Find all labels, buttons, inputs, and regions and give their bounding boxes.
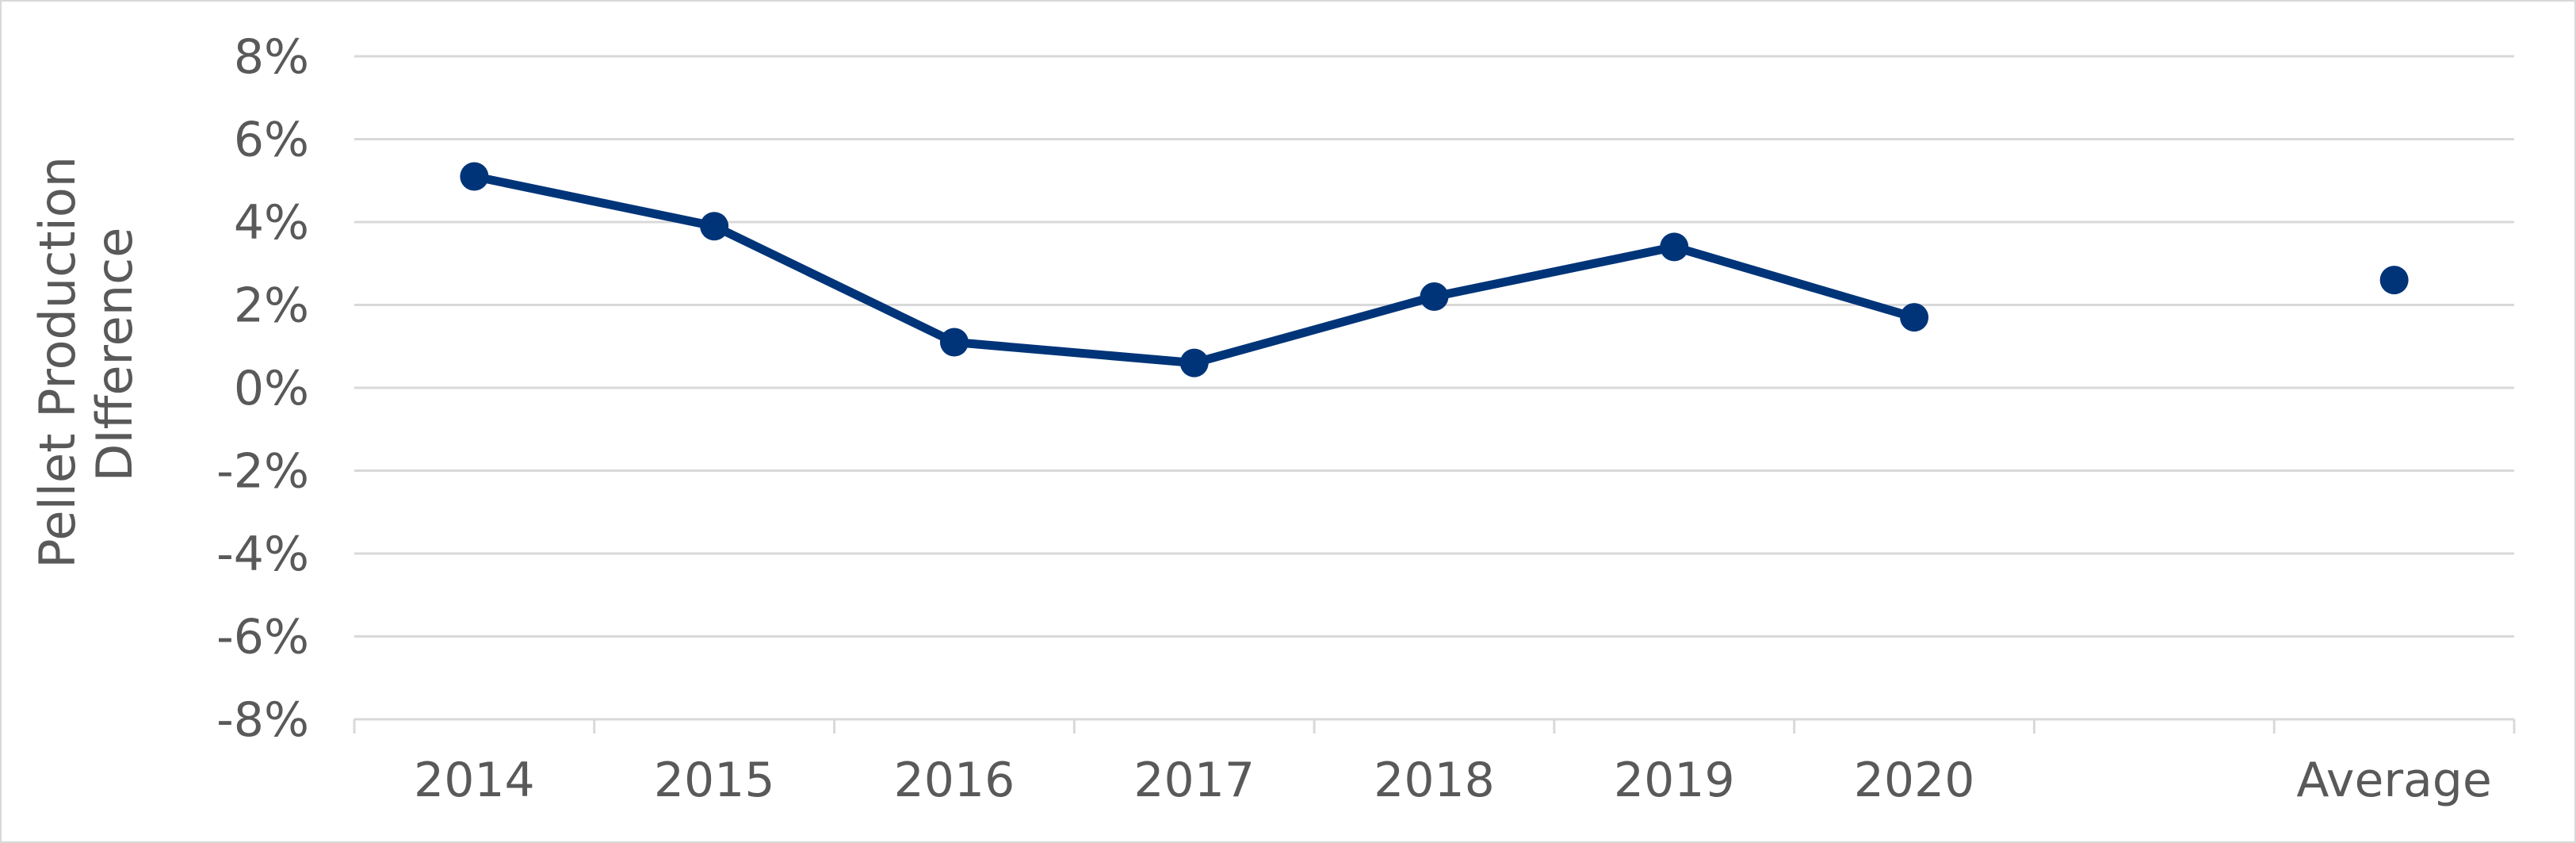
- data-point: [939, 328, 969, 357]
- y-tick-labels: 8% 6% 4% 2% 0% -2% -4% -6% -8%: [216, 29, 309, 748]
- x-tick-labels: 2014 2015 2016 2017 2018 2019 2020 Average: [414, 753, 2492, 808]
- y-tick-label: -6%: [216, 610, 309, 665]
- x-tick-label: 2019: [1614, 753, 1735, 808]
- y-tick-label: -4%: [216, 527, 309, 582]
- x-tick-label: 2018: [1374, 753, 1495, 808]
- y-tick-label: -2%: [216, 444, 309, 500]
- data-point: [460, 162, 489, 191]
- y-tick-label: 4%: [234, 195, 309, 251]
- data-point: [1660, 232, 1689, 262]
- x-tick-label: 2016: [894, 753, 1015, 808]
- data-point: [1179, 348, 1209, 377]
- y-tick-label: 2%: [234, 278, 309, 334]
- x-tick-label: 2015: [654, 753, 775, 808]
- y-axis-title: Pellet Production DIfference: [29, 140, 143, 569]
- x-tick-label: 2020: [1854, 753, 1975, 808]
- series: [460, 162, 2409, 377]
- x-tick-label: Average: [2296, 753, 2491, 808]
- y-tick-label: 8%: [234, 29, 309, 85]
- x-tick-label: 2017: [1133, 753, 1255, 808]
- data-point: [1420, 282, 1449, 312]
- y-tick-label: 6%: [234, 113, 309, 168]
- series-line: [469, 172, 1919, 368]
- data-point: [1900, 303, 1929, 332]
- y-axis-title-line-1: Pellet Production: [29, 156, 86, 569]
- gridlines: [354, 55, 2514, 638]
- y-tick-label: -8%: [216, 692, 309, 748]
- x-tick-label: 2014: [414, 753, 535, 808]
- y-tick-label: 0%: [234, 361, 309, 416]
- y-axis-title-line-2: DIfference: [86, 228, 143, 482]
- data-point: [700, 212, 729, 241]
- x-axis: [353, 718, 2516, 734]
- data-point: [2379, 266, 2409, 295]
